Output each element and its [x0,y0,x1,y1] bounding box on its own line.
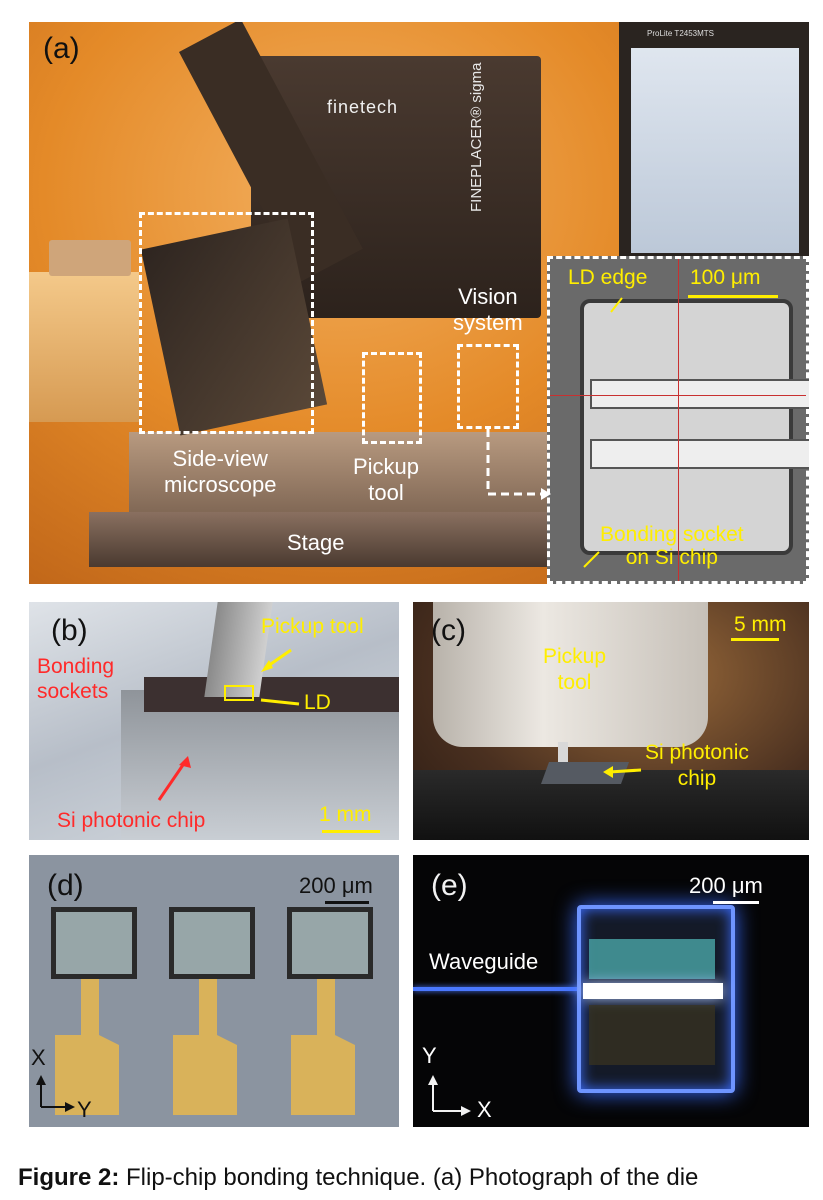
chip-top-surface [144,677,399,712]
crosshair-h [550,395,806,396]
panel-d-axis-x: X [31,1045,46,1070]
chip-upper-region [589,939,715,979]
panel-e-scale-label: 200 μm [689,873,763,898]
monitor-brand: ProLite T2453MTS [647,29,714,38]
chip-2 [169,907,255,979]
stage-label: Stage [287,530,345,555]
panel-e-scalebar [713,901,759,904]
waveguide-strip-bottom [590,439,809,469]
panel-a-label: (a) [43,32,80,65]
vision-box [457,344,519,429]
panel-e-label: (e) [431,869,468,902]
panel-b: (b) Pickup tool Bonding sockets LD Si ph… [29,602,399,840]
caption-bold: Figure 2: [18,1164,120,1191]
si-chip-block [121,690,399,840]
pickup-tool-body [433,602,708,747]
inset-scalebar [688,295,778,298]
panel-b-overlay [157,648,300,801]
inset-image: LD edge 100 μm Bonding socket on Si chip [547,256,809,584]
electrodes [36,979,355,1115]
panel-c-scalebar [731,638,779,641]
bonding-sockets-label: Bonding sockets [37,655,115,704]
panel-e-axis-y: Y [422,1043,437,1068]
socket-label: Bonding socket on Si chip [600,523,744,570]
waveguide-line [413,987,593,991]
si-chip-label: Si photonic chip [57,809,206,832]
panel-e: (e) 200 μm Waveguide Y X [413,855,809,1127]
chip-lower-region [589,1005,715,1065]
panel-e-axis-x: X [477,1097,492,1122]
panel-c: (c) 5 mm Pickup tool Si photonic chip [413,602,809,840]
controller-box [49,240,131,276]
brand-logo: finetech [327,97,399,117]
panel-c-label: (c) [431,614,466,647]
vision-label: Vision system [453,284,523,336]
pickup-label: Pickup tool [353,454,420,506]
shelf-equipment [29,272,139,422]
inset-scale-label: 100 μm [690,266,761,289]
panel-d-scale-label: 200 μm [299,873,373,898]
panel-c-overlay [603,766,642,778]
chip-bright-band [583,983,723,999]
stage-plate [89,512,609,567]
panel-b-label: (b) [51,614,88,647]
panel-d-label: (d) [47,869,84,902]
panel-a-overlay [486,297,623,568]
ld-chip [580,299,793,555]
ld-label: LD [304,691,331,714]
pickup-box [362,352,422,444]
monitor-screen [631,48,799,253]
waveguide-label: Waveguide [429,949,539,974]
crosshair-v [678,259,679,581]
pickup-tool-label: Pickup tool [261,615,364,638]
panel-d-axis-y: Y [77,1097,92,1122]
panel-d-scalebar [325,901,369,904]
panel-a: ProLite T2453MTS finetech FINEPLACER® si… [29,22,809,584]
panel-c-chip-label: Si photonic chip [645,741,749,791]
monitor: ProLite T2453MTS [619,22,809,262]
panel-d: (d) 200 μm X Y [29,855,399,1127]
side-view-box [139,212,314,434]
panel-e-axes [428,1075,471,1116]
waveguide-strip-top [590,379,809,409]
pickup-tool-nozzle [558,742,568,764]
ld-edge-label: LD edge [568,266,648,289]
panel-b-scalebar [322,830,380,833]
panel-c-scale-label: 5 mm [734,613,787,636]
panel-c-pickup-label: Pickup tool [543,645,607,695]
side-view-label: Side-view microscope [164,446,277,498]
figure-caption: Figure 2: Flip-chip bonding technique. (… [18,1166,808,1190]
chip-1 [51,907,137,979]
caption-text: Flip-chip bonding technique. (a) Photogr… [119,1164,699,1191]
chip-3 [287,907,373,979]
panel-b-scale-label: 1 mm [319,803,372,826]
